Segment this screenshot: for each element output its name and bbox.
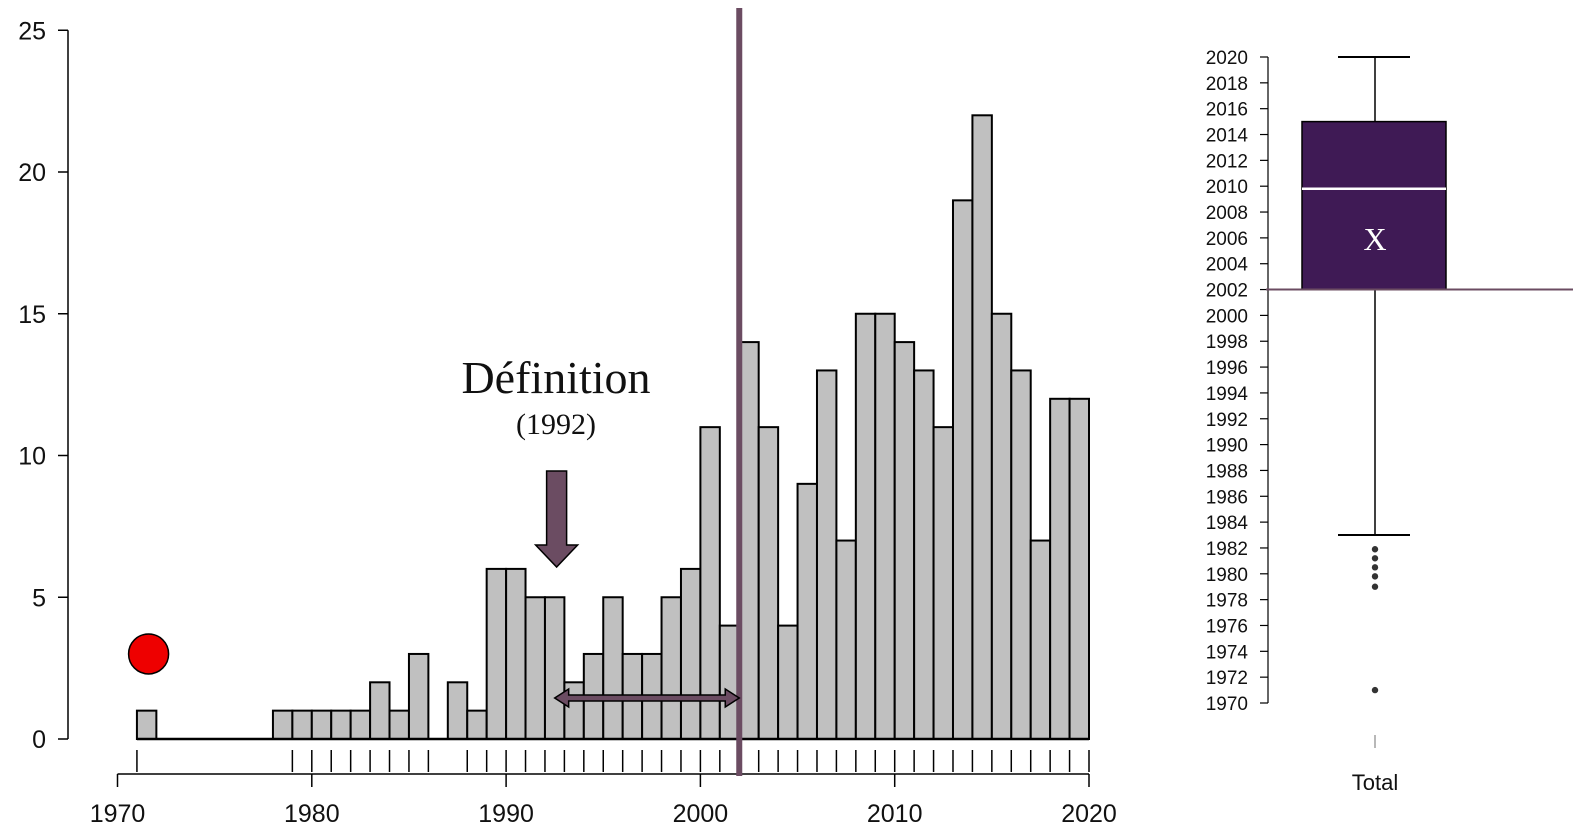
histogram-bar <box>505 567 527 741</box>
histogram-bar <box>679 567 702 741</box>
definition-arrow <box>533 470 580 569</box>
box-outlier <box>1371 546 1379 553</box>
histogram-bar <box>913 369 935 740</box>
x-tick-label: 1980 <box>284 800 340 828</box>
histogram-bar <box>796 482 818 740</box>
box-y-tick-label: 1996 <box>1206 358 1248 379</box>
histogram-bar <box>543 596 566 740</box>
histogram-bar <box>330 709 352 741</box>
histogram-bar <box>893 341 916 740</box>
box-y-tick-label: 1990 <box>1206 436 1248 457</box>
box-y-tick-label: 1984 <box>1206 513 1249 534</box>
histogram-bars <box>135 114 1090 741</box>
y-tick-label: 10 <box>18 443 46 471</box>
histogram-bar <box>990 312 1013 740</box>
y-tick-label: 5 <box>32 584 46 612</box>
box-y-tick-label: 1970 <box>1206 694 1248 715</box>
histogram-bar <box>777 624 799 740</box>
box-y-tick-label: 2016 <box>1206 100 1248 121</box>
box-iqr <box>1301 120 1447 291</box>
histogram-bar <box>524 596 546 740</box>
box-y-tick-label: 2014 <box>1206 126 1249 147</box>
histogram-bar <box>1029 539 1052 740</box>
histogram-bar <box>951 199 974 741</box>
box-y-tick-label: 1972 <box>1206 668 1248 689</box>
box-y-tick-label: 1982 <box>1206 539 1248 560</box>
box-outlier <box>1371 686 1379 694</box>
histogram-bar <box>854 312 877 740</box>
box-y-tick-label: 2006 <box>1206 229 1248 250</box>
box-y-tick-label: 1978 <box>1206 591 1248 612</box>
box-mean-marker: X <box>1363 221 1386 257</box>
box-y-tick-label: 2020 <box>1206 48 1248 69</box>
box-y-tick-label: 1994 <box>1206 384 1249 405</box>
box-y-tick-label: 1986 <box>1206 487 1248 508</box>
histogram-rug <box>136 750 1090 772</box>
histogram-bar <box>349 709 372 741</box>
histogram-bar <box>1068 397 1090 740</box>
histogram-bar <box>291 709 313 741</box>
histogram-bar <box>835 539 857 740</box>
histogram-bar <box>310 709 333 741</box>
histogram-bar <box>407 652 430 741</box>
histogram-y-axis: 0 5 10 15 20 25 <box>18 17 69 754</box>
box-y-tick-label: 2000 <box>1206 306 1248 327</box>
x-tick-label: 2000 <box>673 800 729 828</box>
y-tick-label: 15 <box>18 301 46 329</box>
box-plot: 1970 1972 1974 1976 1978 1980 1982 1984 1986 1988… <box>1206 48 1573 795</box>
histogram-bar <box>699 426 721 740</box>
histogram-annotations: Définition (1992) <box>127 8 743 776</box>
box-y-tick-label: 2008 <box>1206 203 1248 224</box>
definition-label: Définition <box>461 352 650 403</box>
box-outlier <box>1371 583 1379 590</box>
histogram-bar <box>602 596 624 740</box>
red-marker <box>127 633 170 675</box>
box-y-tick-label: 1992 <box>1206 410 1248 431</box>
double-arrow <box>553 687 741 709</box>
x-tick-label: 2020 <box>1061 800 1117 828</box>
definition-year: (1992) <box>516 408 596 441</box>
histogram-bar <box>388 709 410 741</box>
box-y-tick-label: 1988 <box>1206 461 1248 482</box>
histogram-bar <box>932 426 954 740</box>
histogram-bar <box>485 567 508 741</box>
histogram-bar <box>971 114 993 741</box>
box-y-tick-label: 1974 <box>1206 642 1249 663</box>
box-y-tick-label: 2012 <box>1206 151 1248 172</box>
box-y-tick-label: 1998 <box>1206 332 1248 353</box>
box-y-tick-label: 1976 <box>1206 616 1248 637</box>
y-tick-label: 25 <box>18 17 46 45</box>
box-y-tick-label: 2002 <box>1206 281 1248 302</box>
box-outlier <box>1371 564 1379 571</box>
x-tick-label: 2010 <box>867 800 923 828</box>
histogram-x-axis: 1970 1980 1990 2000 2010 2020 <box>90 773 1117 828</box>
box-y-tick-label: 2018 <box>1206 74 1248 95</box>
y-tick-label: 0 <box>32 726 46 754</box>
histogram-bar <box>1010 369 1032 740</box>
histogram-bar <box>271 709 294 741</box>
x-tick-label: 1970 <box>90 800 146 828</box>
histogram-bar <box>466 709 488 741</box>
histogram-bar <box>874 312 896 740</box>
histogram-bar <box>369 681 391 740</box>
box-outlier <box>1371 573 1379 580</box>
y-tick-label: 20 <box>18 159 46 187</box>
box-y-tick-label: 2004 <box>1206 255 1249 276</box>
box-outlier <box>1371 555 1379 562</box>
histogram-bar <box>660 596 682 740</box>
x-tick-label: 1990 <box>478 800 534 828</box>
histogram-bar <box>815 369 838 740</box>
box-category-label: Total <box>1352 770 1398 795</box>
histogram-bar <box>135 709 158 741</box>
histogram-bar <box>1049 397 1071 740</box>
histogram-bar <box>757 426 780 740</box>
box-y-tick-label: 2010 <box>1206 177 1248 198</box>
histogram-bar <box>446 681 469 740</box>
box-y-tick-label: 1980 <box>1206 565 1248 586</box>
